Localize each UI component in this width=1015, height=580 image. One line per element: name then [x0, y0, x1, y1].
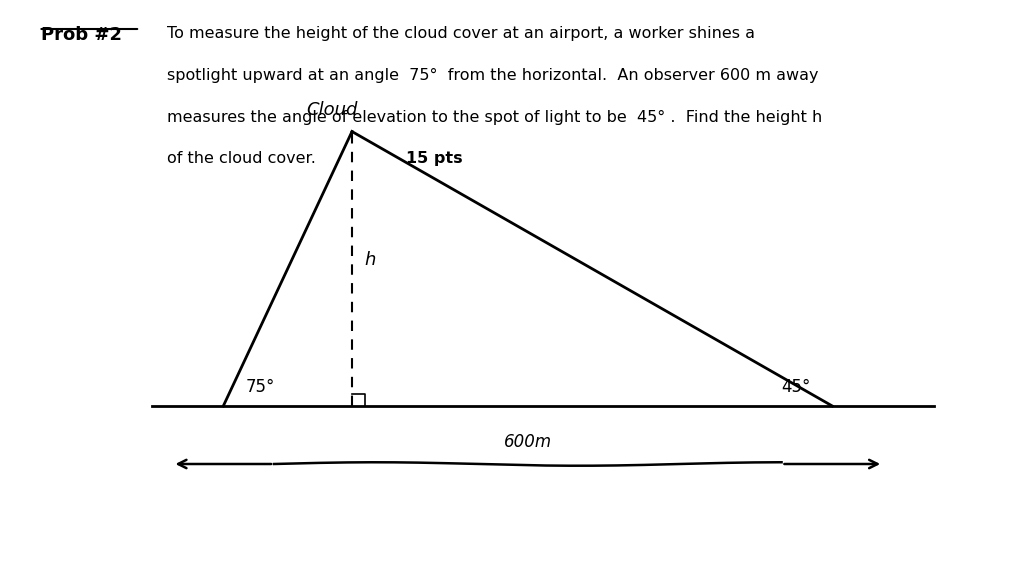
Text: h: h: [364, 251, 376, 269]
Text: spotlight upward at an angle  75°  from the horizontal.  An observer 600 m away: spotlight upward at an angle 75° from th…: [167, 68, 819, 83]
Text: 75°: 75°: [246, 378, 275, 396]
Text: Cloud: Cloud: [307, 101, 357, 119]
Text: To measure the height of the cloud cover at an airport, a worker shines a: To measure the height of the cloud cover…: [167, 26, 755, 41]
Text: 15 pts: 15 pts: [406, 151, 463, 166]
Text: measures the angle of elevation to the spot of light to be  45° .  Find the heig: measures the angle of elevation to the s…: [167, 110, 823, 125]
Text: 600m: 600m: [503, 433, 552, 451]
Text: of the cloud cover.: of the cloud cover.: [167, 151, 317, 166]
Text: 45°: 45°: [782, 378, 811, 396]
Text: Prob #2: Prob #2: [41, 26, 122, 44]
